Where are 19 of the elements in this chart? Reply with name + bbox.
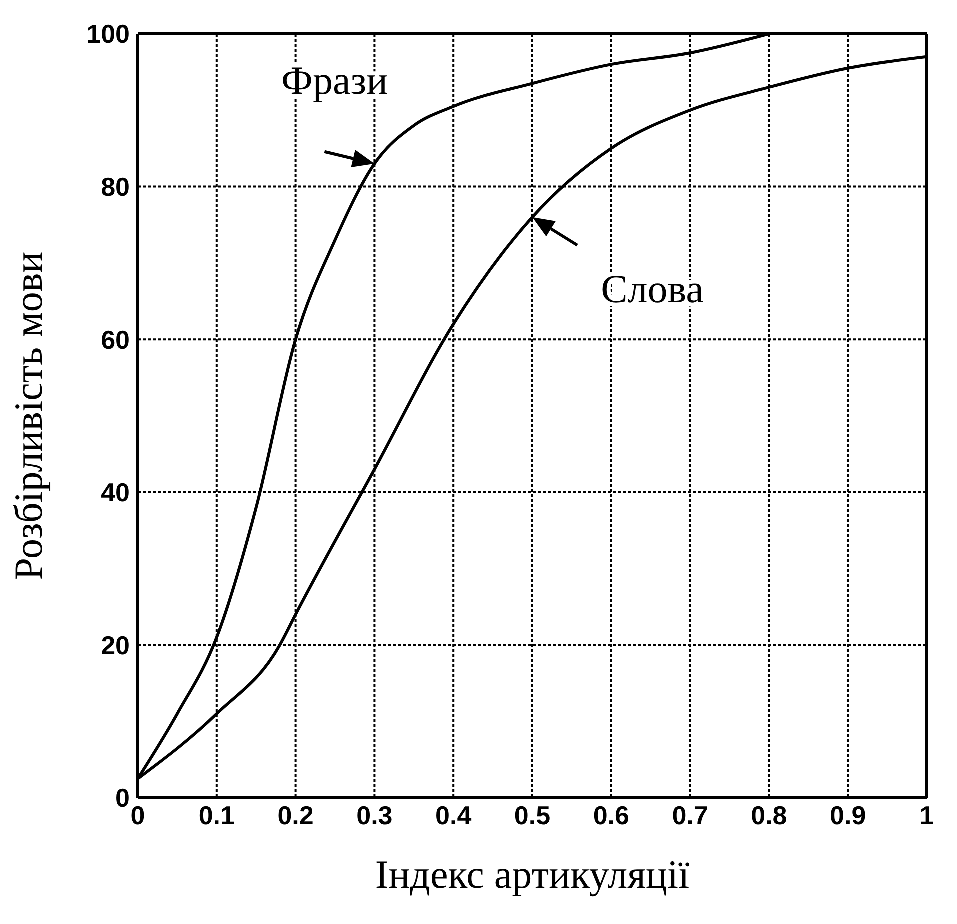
series-label: Фрази bbox=[281, 58, 388, 103]
y-tick-label: 40 bbox=[101, 478, 130, 508]
y-tick-label: 60 bbox=[101, 324, 130, 355]
x-axis-title: Індекс артикуляції bbox=[375, 852, 690, 897]
x-tick-label: 1 bbox=[920, 800, 934, 830]
y-tick-label: 100 bbox=[86, 19, 130, 50]
x-tick-label: 0.6 bbox=[593, 800, 630, 830]
x-tick-label: 0.8 bbox=[751, 800, 788, 830]
x-tick-label: 0.5 bbox=[514, 800, 551, 830]
x-tick-label: 0.9 bbox=[830, 800, 866, 830]
legend-label: Слова bbox=[601, 266, 704, 312]
y-tick-label: 80 bbox=[101, 172, 130, 202]
x-tick-label: 0.1 bbox=[198, 800, 235, 830]
y-tick-label: 20 bbox=[101, 630, 130, 660]
x-tick-label: 0.2 bbox=[278, 800, 314, 830]
x-tick-label: 0.7 bbox=[672, 800, 708, 830]
y-axis-title: Розбірливість мови bbox=[6, 252, 52, 580]
x-tick-label: 0.4 bbox=[436, 800, 472, 830]
x-tick-label: 0.3 bbox=[356, 800, 393, 830]
